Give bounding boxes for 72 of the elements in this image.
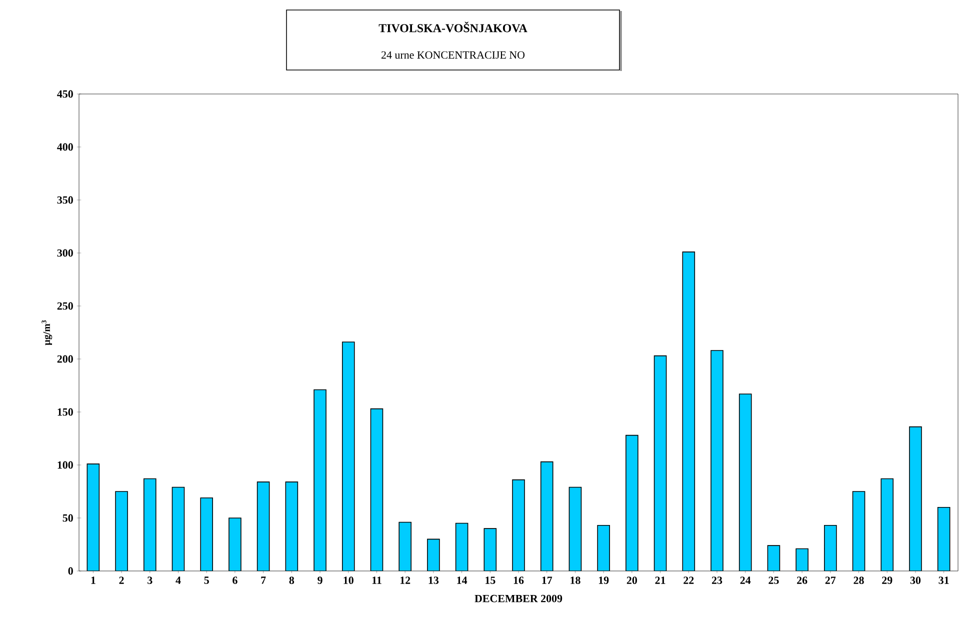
y-tick-label: 0	[68, 567, 73, 575]
x-tick-label: 5	[204, 576, 209, 584]
x-tick-label: 29	[882, 576, 892, 584]
bar	[398, 522, 412, 571]
bar	[852, 491, 866, 571]
bar	[909, 426, 922, 571]
y-tick-label: 250	[57, 302, 73, 310]
bar	[484, 528, 497, 571]
y-tick-label: 400	[57, 143, 73, 151]
x-axis-title: DECEMBER 2009	[474, 594, 562, 602]
bar	[654, 355, 667, 571]
x-tick-label: 18	[570, 576, 580, 584]
x-tick-label: 1	[91, 576, 96, 584]
bar	[172, 486, 185, 571]
bar	[86, 464, 100, 571]
x-tick-label: 10	[344, 576, 354, 584]
x-tick-label: 4	[176, 576, 181, 584]
bar	[370, 408, 384, 571]
bar	[626, 434, 638, 571]
x-tick-label: 11	[372, 576, 382, 584]
bar	[682, 252, 696, 571]
x-tick-label: 31	[938, 576, 949, 584]
bar	[285, 482, 298, 571]
x-tick-label: 26	[797, 576, 808, 584]
x-tick-label: 13	[428, 576, 439, 584]
bar	[200, 497, 214, 571]
y-axis-title: µg/m$^{3}$	[42, 320, 52, 346]
bar	[568, 486, 582, 571]
chart-subtitle: 24 urne KONCENTRACIJE NO	[382, 51, 525, 59]
bar	[540, 461, 554, 571]
bar	[143, 478, 156, 571]
x-tick-label: 12	[400, 576, 410, 584]
y-tick-label: 450	[57, 90, 73, 98]
bar	[342, 342, 355, 571]
x-tick-label: 19	[598, 576, 609, 584]
x-tick-label: 14	[457, 576, 468, 584]
x-tick-label: 28	[854, 576, 864, 584]
y-tick-label: 350	[57, 196, 73, 204]
y-tick-label: 150	[58, 408, 73, 416]
bar	[115, 491, 128, 571]
x-tick-label: 27	[825, 576, 836, 584]
x-tick-label: 7	[261, 576, 266, 584]
x-tick-label: 15	[486, 576, 496, 584]
bar	[512, 479, 525, 571]
y-tick-label: 100	[58, 461, 73, 469]
x-tick-label: 25	[768, 576, 779, 584]
bar	[710, 350, 724, 571]
bar	[937, 506, 950, 571]
chart-title: TIVOLSKA-VOŠNJAKOVA	[378, 22, 528, 32]
bar	[455, 522, 468, 571]
bar	[314, 389, 326, 571]
y-tick-label: 50	[62, 514, 73, 522]
bar	[767, 545, 780, 571]
y-tick-label: 300	[57, 249, 73, 257]
x-tick-label: 9	[318, 576, 322, 584]
x-tick-label: 16	[514, 576, 524, 584]
x-tick-label: 22	[684, 576, 694, 584]
x-tick-label: 8	[289, 576, 294, 584]
x-tick-label: 24	[740, 576, 751, 584]
bar	[228, 518, 242, 571]
x-tick-label: 30	[910, 576, 921, 584]
y-tick-label: 200	[57, 355, 73, 363]
x-tick-label: 2	[119, 576, 124, 584]
x-tick-label: 21	[655, 576, 666, 584]
x-tick-label: 17	[542, 576, 552, 584]
x-tick-label: 20	[626, 576, 637, 584]
x-tick-label: 3	[148, 576, 152, 584]
bar	[880, 478, 894, 571]
bar	[738, 394, 752, 571]
x-tick-label: 6	[232, 576, 238, 584]
bar	[256, 482, 270, 571]
x-tick-label: 23	[712, 576, 722, 584]
